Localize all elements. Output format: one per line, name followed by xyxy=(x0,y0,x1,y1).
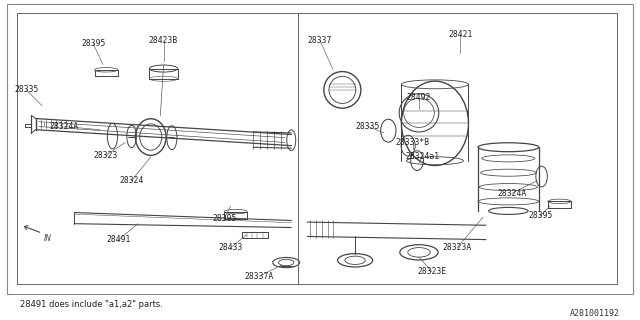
Text: 28492: 28492 xyxy=(407,93,431,102)
Text: 28395: 28395 xyxy=(528,211,552,220)
Text: 28333*B: 28333*B xyxy=(396,138,429,147)
Text: A281001192: A281001192 xyxy=(570,309,620,318)
Text: 28337A: 28337A xyxy=(244,272,274,281)
Text: 28491: 28491 xyxy=(107,235,131,244)
Text: 28335: 28335 xyxy=(14,85,38,94)
Text: 28491 does include "a1,a2" parts.: 28491 does include "a1,a2" parts. xyxy=(20,300,163,309)
Text: 28324: 28324 xyxy=(120,176,144,185)
Text: 28323: 28323 xyxy=(94,151,118,160)
Text: IN: IN xyxy=(44,234,52,243)
Text: 28323A: 28323A xyxy=(443,243,472,252)
Text: 28324a1: 28324a1 xyxy=(405,152,439,161)
Text: 28421: 28421 xyxy=(448,30,473,39)
Text: 28323E: 28323E xyxy=(417,267,446,276)
Text: 28324A: 28324A xyxy=(50,122,79,131)
Text: 28395: 28395 xyxy=(212,214,236,223)
Text: 28423B: 28423B xyxy=(149,36,178,45)
Text: 28324A: 28324A xyxy=(497,189,526,198)
Text: 28337: 28337 xyxy=(308,36,332,45)
Text: 28335: 28335 xyxy=(356,122,380,131)
Text: 28395: 28395 xyxy=(81,39,106,48)
Text: 28433: 28433 xyxy=(218,243,243,252)
